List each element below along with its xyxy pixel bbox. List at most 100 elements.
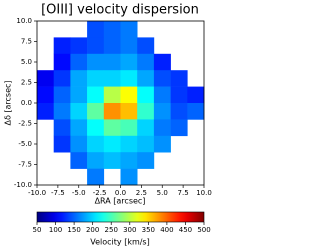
colorbar-tick-label: 50 bbox=[33, 226, 42, 234]
y-tick-label: 10.0 bbox=[16, 17, 32, 25]
heatmap-cell bbox=[120, 152, 138, 169]
heatmap-cell bbox=[120, 119, 138, 137]
y-tick-label: -7.5 bbox=[18, 161, 32, 169]
colorbar-tick-label: 200 bbox=[86, 226, 99, 234]
heatmap-cell bbox=[170, 119, 188, 137]
heatmap-cell bbox=[70, 37, 88, 55]
y-tick-label: 7.5 bbox=[21, 38, 32, 46]
heatmap-cell bbox=[53, 119, 71, 137]
y-tick-label: 5.0 bbox=[21, 58, 32, 66]
heatmap-cell bbox=[70, 86, 88, 104]
page: {"chart_data": {"type": "heatmap", "titl… bbox=[3, 2, 212, 247]
heatmap-cell bbox=[137, 37, 155, 55]
x-tick-label: 0.0 bbox=[115, 189, 126, 197]
heatmap-cell bbox=[120, 168, 138, 186]
heatmap-cell bbox=[70, 135, 88, 153]
heatmap-cell bbox=[187, 103, 205, 120]
heatmap-cell bbox=[137, 86, 155, 104]
colorbar-label: Velocity [km/s] bbox=[90, 238, 149, 247]
heatmap-cell bbox=[87, 135, 105, 153]
heatmap-cell bbox=[170, 86, 188, 104]
heatmap-cell bbox=[120, 86, 138, 104]
heatmap-cell bbox=[153, 103, 171, 120]
y-tick-label: -10.0 bbox=[14, 181, 32, 189]
colorbar-tick-label: 150 bbox=[67, 226, 80, 234]
heatmap-cell bbox=[137, 152, 155, 169]
heatmap-cell bbox=[87, 70, 105, 87]
x-tick-label: -5.0 bbox=[72, 189, 86, 197]
heatmap-cell bbox=[53, 135, 71, 153]
heatmap-cell bbox=[87, 21, 105, 38]
heatmap-cell bbox=[120, 135, 138, 153]
heatmap-cell bbox=[53, 103, 71, 120]
heatmap-cell bbox=[153, 53, 171, 71]
heatmap-cell bbox=[87, 168, 105, 186]
heatmap-cell bbox=[120, 37, 138, 55]
heatmap-cell bbox=[87, 86, 105, 104]
x-tick-label: 5.0 bbox=[157, 189, 168, 197]
heatmap-cell bbox=[87, 37, 105, 55]
heatmap-cell bbox=[103, 53, 121, 71]
heatmap-cell bbox=[53, 70, 71, 87]
heatmap-cell bbox=[103, 21, 121, 38]
heatmap-cell bbox=[120, 21, 138, 38]
heatmap-cell bbox=[103, 86, 121, 104]
heatmap-cell bbox=[103, 119, 121, 137]
heatmap-cell bbox=[120, 53, 138, 71]
y-axis-label: Δδ [arcsec] bbox=[4, 80, 13, 125]
heatmap-cell bbox=[170, 70, 188, 87]
heatmap-cell bbox=[37, 86, 54, 104]
heatmap-cell bbox=[120, 70, 138, 87]
heatmap-cell bbox=[87, 119, 105, 137]
heatmap-cell bbox=[137, 70, 155, 87]
y-tick-label: 2.5 bbox=[21, 79, 32, 87]
colorbar-tick-label: 250 bbox=[105, 226, 118, 234]
heatmap-cell bbox=[187, 86, 205, 104]
heatmap-cell bbox=[87, 103, 105, 120]
heatmap-cell bbox=[103, 70, 121, 87]
heatmap-cell bbox=[137, 103, 155, 120]
chart: [OIII] velocity dispersion ΔRA [arcsec] … bbox=[4, 3, 212, 247]
heatmap-cell bbox=[70, 70, 88, 87]
y-tick-label: -2.5 bbox=[18, 120, 32, 128]
heatmap-cell bbox=[103, 103, 121, 120]
colorbar bbox=[36, 211, 205, 223]
heatmap-cell bbox=[37, 70, 54, 87]
x-tick-label: -7.5 bbox=[51, 189, 65, 197]
heatmap-cell bbox=[53, 37, 71, 55]
colorbar-tick-label: 300 bbox=[123, 226, 136, 234]
heatmap-cell bbox=[87, 53, 105, 71]
heatmap-cell bbox=[70, 53, 88, 71]
heatmap-cell bbox=[37, 103, 54, 120]
heatmap-cell bbox=[70, 152, 88, 169]
colorbar-tick-label: 450 bbox=[179, 226, 192, 234]
x-tick-label: -10.0 bbox=[28, 189, 46, 197]
heatmap-cell bbox=[153, 119, 171, 137]
heatmap-cell bbox=[137, 119, 155, 137]
heatmap-cell bbox=[103, 152, 121, 169]
heatmap-cell bbox=[53, 86, 71, 104]
heatmap-cell bbox=[137, 53, 155, 71]
x-tick-label: 2.5 bbox=[136, 189, 147, 197]
x-tick-label: 7.5 bbox=[178, 189, 189, 197]
colorbar-tick-label: 400 bbox=[160, 226, 173, 234]
x-tick-label: -2.5 bbox=[93, 189, 107, 197]
heatmap-cell bbox=[153, 86, 171, 104]
x-axis-label: ΔRA [arcsec] bbox=[95, 197, 146, 206]
heatmap-cell bbox=[153, 135, 171, 153]
heatmap-cell bbox=[120, 103, 138, 120]
colorbar-tick-label: 100 bbox=[49, 226, 62, 234]
heatmap-cell bbox=[103, 37, 121, 55]
heatmap-cell bbox=[153, 70, 171, 87]
chart-title: [OIII] velocity dispersion bbox=[41, 3, 199, 18]
heatmap-cell bbox=[137, 135, 155, 153]
y-tick-label: -5.0 bbox=[18, 140, 32, 148]
heatmap-cell bbox=[103, 135, 121, 153]
colorbar-tick-label: 350 bbox=[142, 226, 155, 234]
heatmap-cell bbox=[170, 103, 188, 120]
heatmap-cell bbox=[87, 152, 105, 169]
x-tick-label: 10.0 bbox=[196, 189, 212, 197]
heatmap-cell bbox=[53, 53, 71, 71]
heatmap-cell bbox=[70, 119, 88, 137]
colorbar-tick-label: 500 bbox=[197, 226, 210, 234]
